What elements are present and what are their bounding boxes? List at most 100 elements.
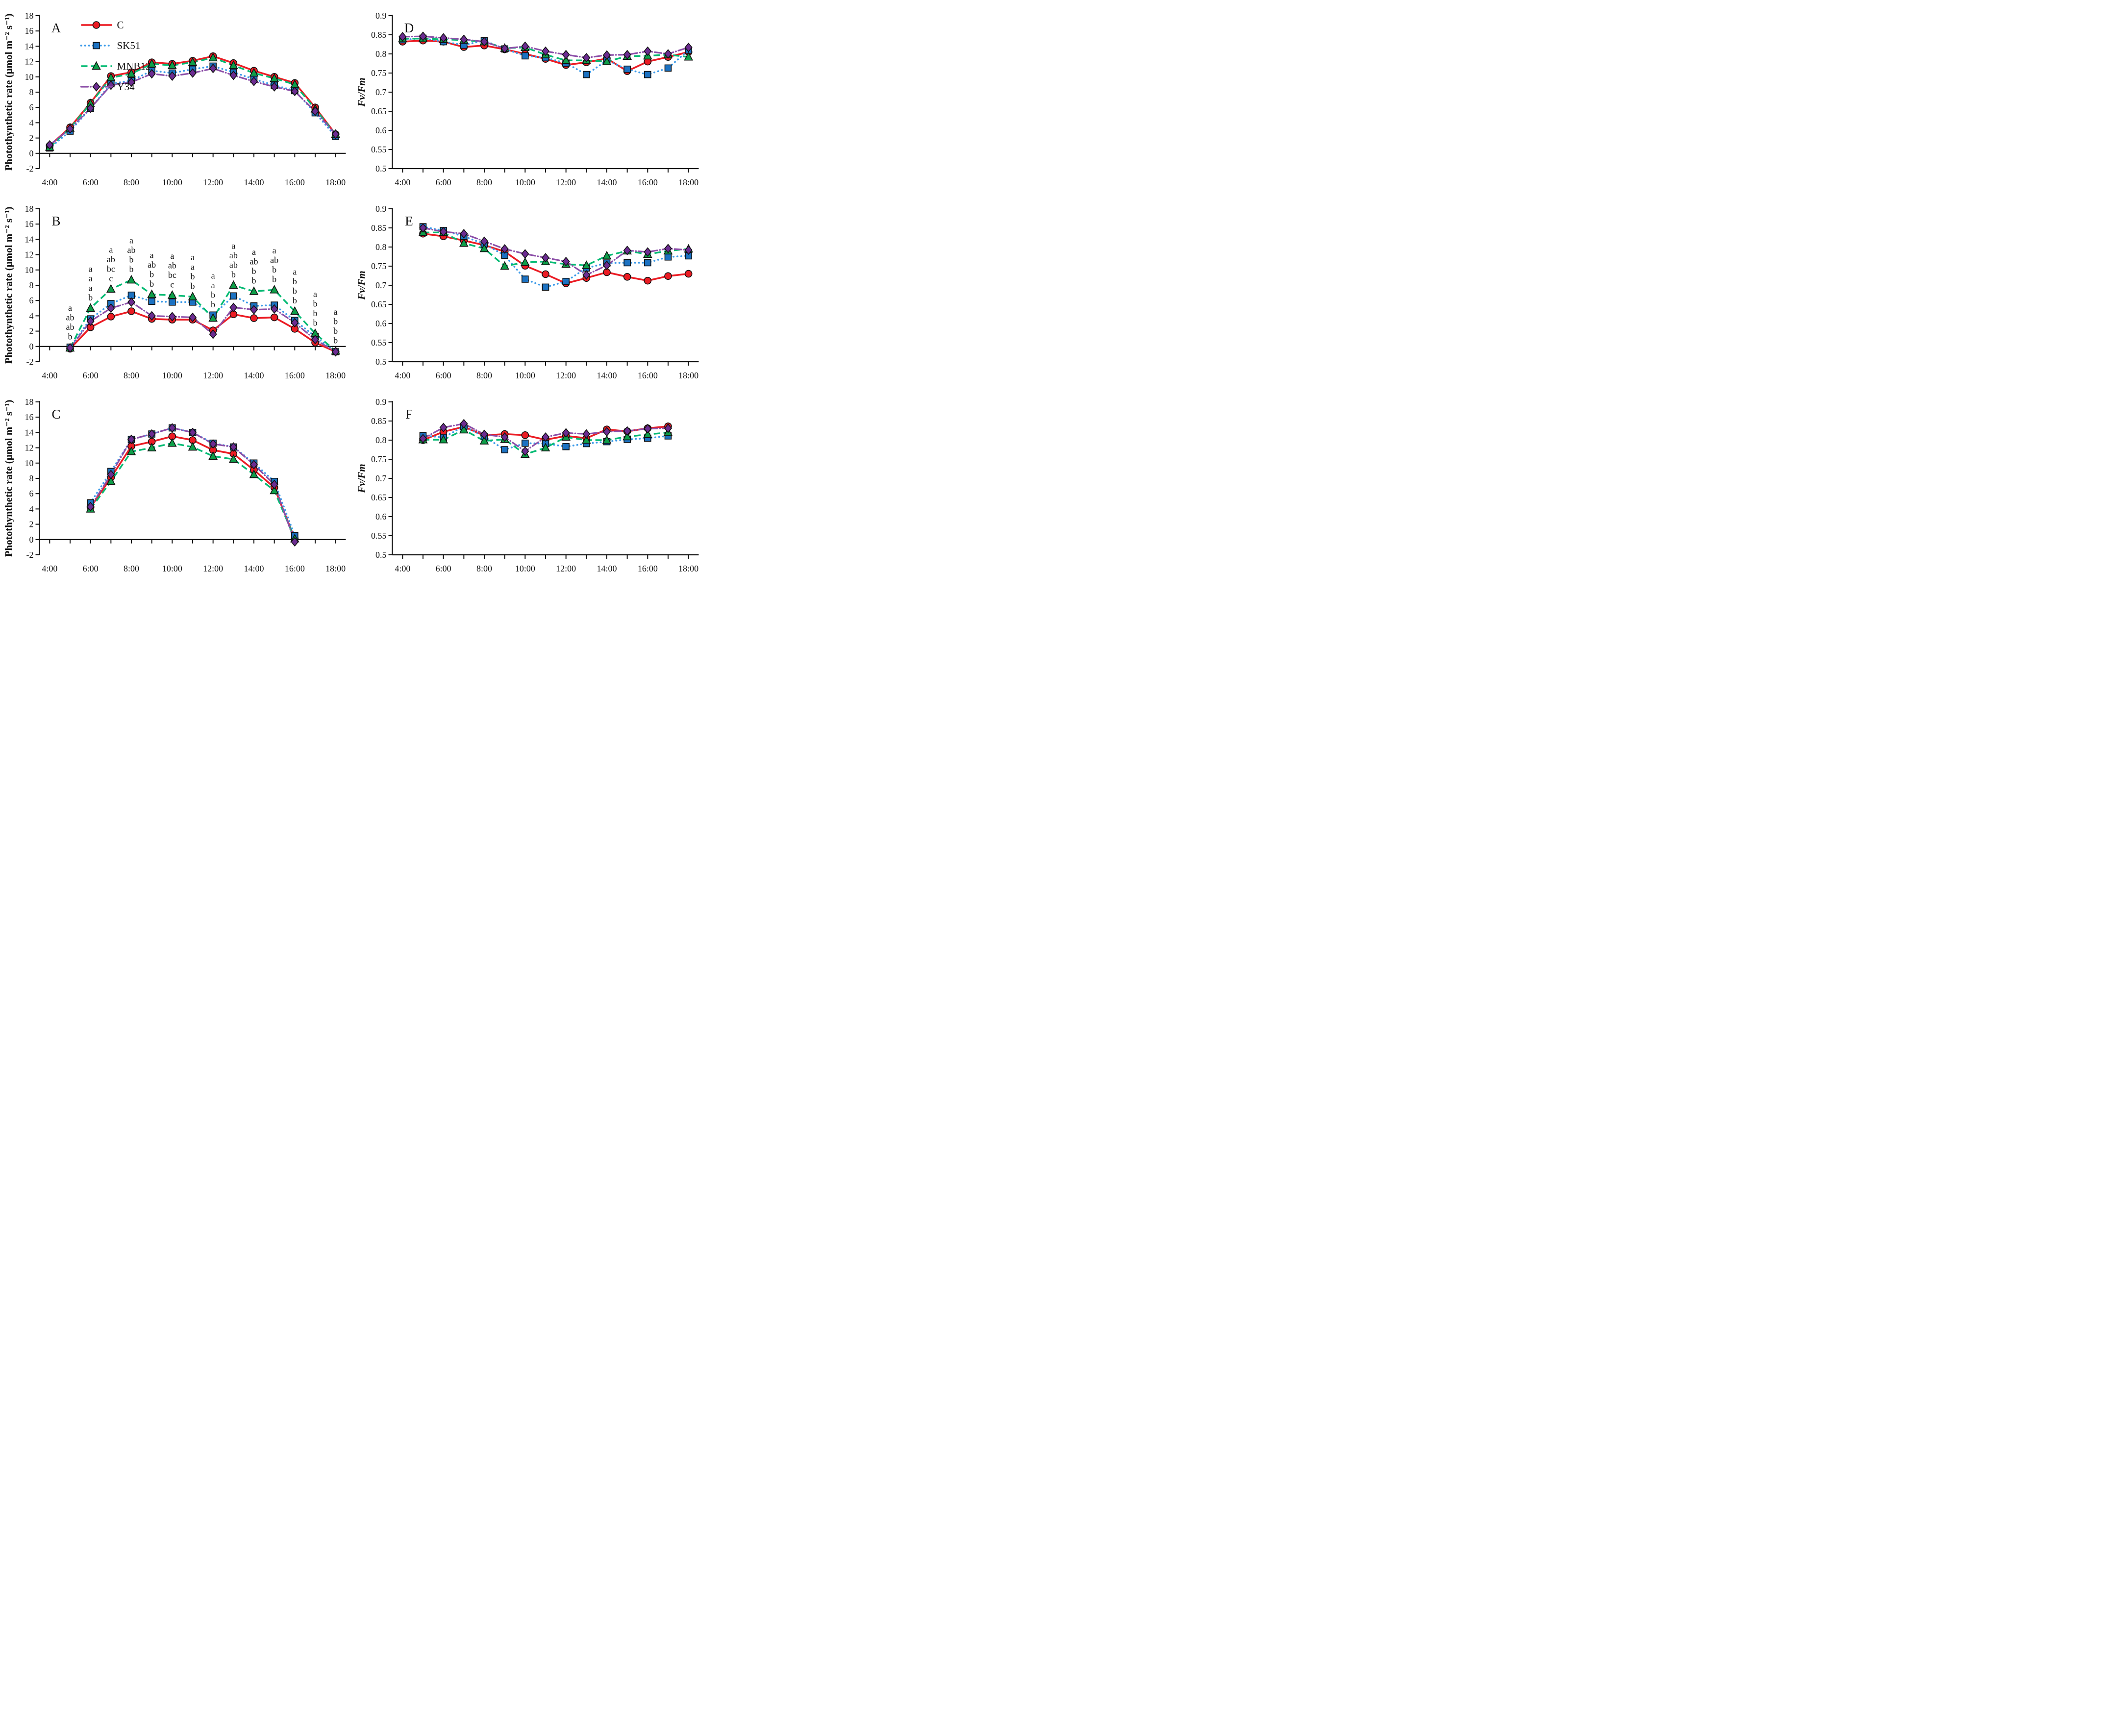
svg-text:12:00: 12:00: [203, 371, 223, 380]
svg-text:b: b: [231, 270, 236, 279]
svg-text:14:00: 14:00: [244, 371, 264, 380]
svg-text:-2: -2: [26, 550, 34, 560]
svg-text:ab: ab: [168, 260, 176, 270]
svg-text:a: a: [68, 303, 72, 313]
svg-text:10: 10: [25, 72, 34, 82]
svg-text:2: 2: [29, 133, 34, 143]
svg-text:b: b: [313, 298, 318, 308]
svg-text:18:00: 18:00: [678, 371, 698, 380]
svg-text:0.9: 0.9: [375, 397, 387, 407]
svg-text:4:00: 4:00: [395, 564, 410, 573]
svg-text:b: b: [252, 276, 256, 286]
svg-text:8: 8: [29, 473, 34, 483]
svg-text:b: b: [129, 264, 134, 274]
svg-text:a: a: [129, 236, 133, 246]
svg-text:ab: ab: [66, 322, 75, 332]
svg-text:c: c: [109, 273, 113, 283]
svg-text:6:00: 6:00: [83, 371, 99, 380]
svg-text:0.55: 0.55: [371, 531, 387, 541]
svg-text:0.65: 0.65: [371, 106, 387, 116]
svg-text:SK51: SK51: [117, 40, 141, 51]
svg-text:a: a: [334, 307, 338, 317]
svg-text:a: a: [109, 245, 113, 254]
svg-text:12: 12: [25, 250, 34, 260]
svg-text:14:00: 14:00: [597, 177, 617, 187]
svg-text:0: 0: [29, 342, 34, 351]
svg-text:2: 2: [29, 520, 34, 529]
svg-text:b: b: [211, 290, 215, 300]
svg-text:bc: bc: [107, 264, 115, 273]
svg-text:ab: ab: [270, 255, 278, 265]
svg-text:16:00: 16:00: [285, 371, 305, 380]
svg-text:b: b: [191, 272, 195, 281]
panel-f-chart: 0.5 0.55 0.6 0.65 0.7 0.75 0.8 0.85 0.9 4:00 6:00 8…: [356, 397, 699, 573]
panel-a-chart: -2 0 2 4 6 8 10 12 14 16 18 4:00 6:00 8:00 10:00 12:00 1…: [3, 11, 346, 187]
svg-text:a: a: [313, 289, 317, 299]
svg-text:a: a: [211, 271, 215, 281]
svg-text:0.7: 0.7: [375, 473, 387, 483]
svg-text:6:00: 6:00: [436, 371, 451, 380]
svg-text:4: 4: [29, 311, 34, 321]
svg-text:-2: -2: [26, 357, 34, 367]
svg-text:0.5: 0.5: [375, 357, 387, 367]
svg-text:4:00: 4:00: [42, 371, 57, 380]
svg-text:Photothynthetic rate (μmol m⁻²: Photothynthetic rate (μmol m⁻² s⁻¹): [3, 14, 15, 171]
svg-text:b: b: [272, 265, 276, 274]
svg-text:0.5: 0.5: [375, 164, 387, 174]
svg-text:12:00: 12:00: [203, 564, 223, 573]
svg-text:bc: bc: [168, 270, 176, 280]
svg-text:ab: ab: [148, 260, 156, 270]
svg-text:0.85: 0.85: [371, 416, 387, 426]
svg-text:8:00: 8:00: [124, 564, 139, 573]
svg-text:a: a: [170, 251, 174, 261]
svg-text:0.75: 0.75: [371, 261, 387, 271]
svg-text:a: a: [191, 262, 195, 272]
svg-text:-2: -2: [26, 164, 34, 174]
svg-text:ab: ab: [66, 313, 75, 322]
svg-text:14:00: 14:00: [244, 564, 264, 573]
svg-text:14: 14: [25, 234, 34, 244]
svg-text:0.55: 0.55: [371, 145, 387, 154]
svg-text:8:00: 8:00: [476, 564, 492, 573]
svg-text:16: 16: [25, 412, 34, 422]
svg-text:10:00: 10:00: [515, 564, 535, 573]
svg-text:0.9: 0.9: [375, 11, 387, 21]
svg-text:b: b: [252, 266, 256, 276]
svg-text:ab: ab: [229, 250, 238, 260]
svg-text:10: 10: [25, 265, 34, 275]
svg-text:b: b: [293, 296, 297, 305]
panel-d: 0.5 0.55 0.6 0.65 0.7 0.75 0.8 0.85 0.9 4:00 6:00 8…: [353, 0, 706, 193]
panel-c-chart: -2 0 2 4 6 8 10 12 14 16 18 4:00 6:00 8:00 10:00 12:00 1…: [3, 397, 346, 573]
svg-text:6:00: 6:00: [436, 177, 451, 187]
svg-text:D: D: [404, 21, 414, 35]
svg-text:0.6: 0.6: [375, 125, 387, 135]
svg-text:4:00: 4:00: [395, 177, 410, 187]
svg-text:10:00: 10:00: [162, 177, 182, 187]
svg-text:a: a: [273, 246, 276, 255]
svg-text:6: 6: [29, 489, 34, 498]
svg-text:Y34: Y34: [117, 81, 135, 93]
svg-text:12: 12: [25, 57, 34, 67]
svg-text:0.9: 0.9: [375, 204, 387, 214]
panel-f: 0.5 0.55 0.6 0.65 0.7 0.75 0.8 0.85 0.9 4:00 6:00 8…: [353, 386, 706, 579]
svg-text:a: a: [89, 283, 93, 293]
svg-text:14:00: 14:00: [244, 177, 264, 187]
panel-b: -2 0 2 4 6 8 10 12 14 16 18 4:00 6:00 8:00 10:00 12:00 1…: [0, 193, 353, 386]
svg-text:16: 16: [25, 26, 34, 36]
svg-text:b: b: [313, 318, 318, 327]
figure-grid: -2 0 2 4 6 8 10 12 14 16 18 4:00 6:00 8:00 10:00 12:00 1…: [0, 0, 706, 579]
svg-text:a: a: [150, 250, 154, 260]
svg-text:8: 8: [29, 87, 34, 97]
svg-text:0.7: 0.7: [375, 280, 387, 290]
panel-e-chart: 0.5 0.55 0.6 0.65 0.7 0.75 0.8 0.85 0.9 4:00 6:00 8…: [356, 204, 699, 380]
svg-text:b: b: [313, 308, 318, 318]
svg-text:a: a: [252, 247, 256, 257]
svg-text:6:00: 6:00: [436, 564, 451, 573]
svg-text:b: b: [68, 332, 73, 342]
svg-text:b: b: [333, 326, 338, 336]
svg-text:MNB12: MNB12: [117, 60, 151, 72]
svg-text:A: A: [51, 21, 61, 35]
svg-text:a: a: [89, 273, 93, 283]
svg-text:a: a: [211, 280, 215, 290]
svg-text:14:00: 14:00: [597, 371, 617, 380]
